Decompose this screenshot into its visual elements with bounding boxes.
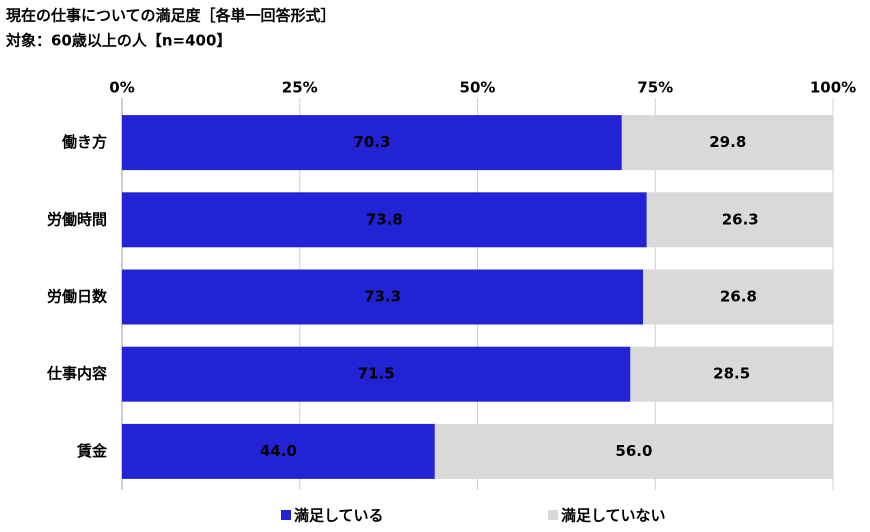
y-tick-label: 労働時間 — [47, 210, 107, 228]
y-tick-label: 働き方 — [61, 133, 107, 151]
value-label: 56.0 — [615, 442, 652, 460]
legend-swatch — [281, 510, 291, 520]
value-label: 26.3 — [722, 210, 759, 228]
x-tick-label: 75% — [637, 79, 673, 97]
bar-segment — [122, 115, 622, 171]
bar-segment — [630, 346, 833, 402]
bar-segment — [646, 192, 834, 248]
y-tick-label: 賃金 — [76, 442, 108, 460]
legend-label: 満足している — [294, 507, 384, 525]
y-tick-label: 仕事内容 — [46, 365, 107, 383]
legend-swatch — [548, 510, 558, 520]
y-tick-label: 労働日数 — [47, 288, 108, 306]
bar-segment — [122, 192, 647, 248]
chart-subtitle: 対象：60歳以上の人【n=400】 — [5, 32, 231, 50]
value-label: 73.3 — [364, 288, 401, 306]
value-label: 29.8 — [709, 133, 746, 151]
bar-segment — [122, 346, 631, 402]
bar-segment — [122, 269, 644, 325]
x-tick-label: 0% — [109, 79, 134, 97]
chart-title: 現在の仕事についての満足度［各単一回答形式］ — [6, 7, 336, 25]
bar-segment — [621, 115, 834, 171]
legend-label: 満足していない — [561, 507, 666, 525]
bar-segment — [643, 269, 834, 325]
value-label: 26.8 — [720, 288, 757, 306]
bar-segment — [434, 423, 833, 479]
value-label: 28.5 — [713, 365, 750, 383]
x-tick-label: 100% — [810, 79, 856, 97]
value-label: 70.3 — [353, 133, 390, 151]
value-label: 71.5 — [358, 365, 395, 383]
x-tick-label: 25% — [282, 79, 318, 97]
value-label: 44.0 — [260, 442, 297, 460]
x-tick-label: 50% — [460, 79, 496, 97]
bar-segment — [122, 423, 435, 479]
value-label: 73.8 — [366, 210, 403, 228]
